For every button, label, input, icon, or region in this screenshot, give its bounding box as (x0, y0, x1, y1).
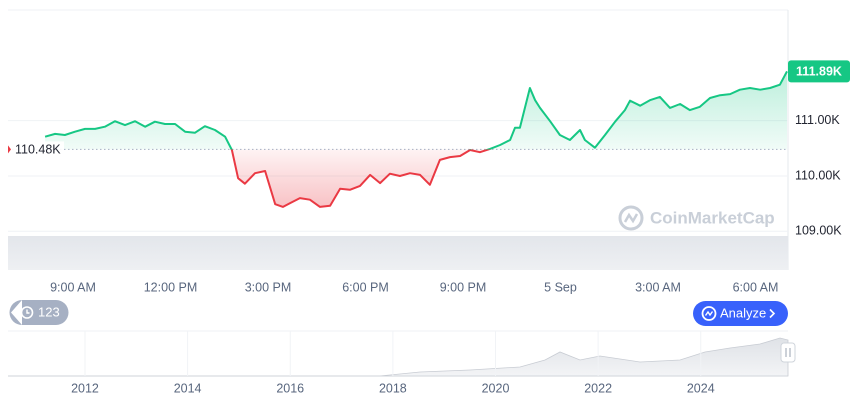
navigator-tick-label: 2020 (482, 381, 510, 395)
x-tick-label: 5 Sep (544, 280, 577, 294)
baseline-label-bg (12, 141, 64, 159)
baseline-marker (8, 145, 11, 154)
navigator-tick-label: 2012 (71, 381, 99, 395)
baseline-label: 110.48K (15, 143, 61, 157)
x-tick-label: 12:00 PM (144, 280, 198, 294)
current-price-tag (788, 60, 850, 83)
history-badge[interactable]: 123 (9, 300, 69, 325)
navigator-tick-label: 2022 (584, 381, 612, 395)
y-tick-label: 109.00K (795, 224, 842, 238)
x-tick-label: 3:00 AM (635, 280, 681, 294)
navigator-tick-label: 2018 (379, 381, 407, 395)
x-tick-label: 3:00 PM (245, 280, 292, 294)
navigator-tick-label: 2024 (687, 381, 715, 395)
navigator (8, 330, 796, 377)
navigator-tick-label: 2016 (276, 381, 304, 395)
x-tick-label: 6:00 AM (733, 280, 779, 294)
watermark: CoinMarketCap (618, 205, 775, 231)
current-price-label: 111.89K (796, 65, 842, 79)
x-tick-label: 9:00 AM (50, 280, 96, 294)
area-fill (45, 71, 788, 207)
y-tick-label: 111.00K (795, 113, 840, 127)
analyze-label: Analyze (720, 305, 766, 320)
badge-count: 123 (38, 304, 60, 319)
watermark-text: CoinMarketCap (650, 208, 775, 227)
x-tick-label: 9:00 PM (440, 280, 487, 294)
analyze-button[interactable]: Analyze (693, 301, 788, 326)
price-line (44, 70, 788, 208)
y-tick-label: 110.00K (795, 168, 841, 182)
volume-band (8, 236, 788, 270)
x-tick-label: 6:00 PM (342, 280, 389, 294)
navigator-tick-label: 2014 (174, 381, 202, 395)
